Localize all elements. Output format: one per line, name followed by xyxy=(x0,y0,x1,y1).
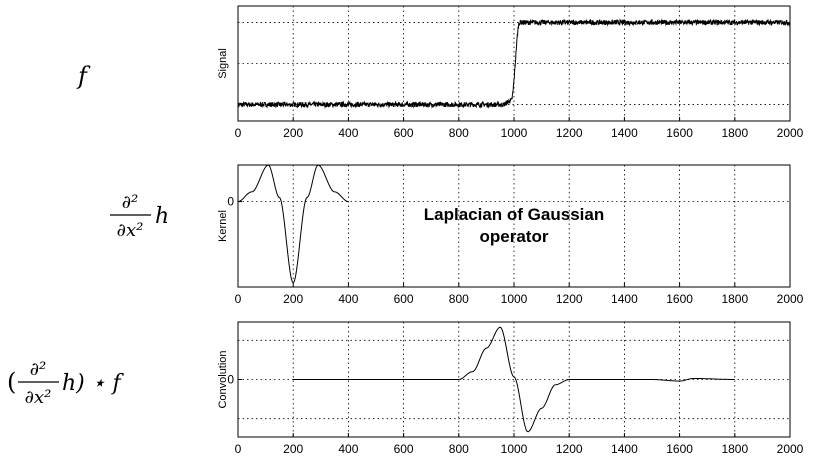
y-tick-label: 0 xyxy=(227,195,234,209)
y-axis-label-kernel: Kernel xyxy=(217,210,229,242)
x-tick-label: 1400 xyxy=(611,442,638,456)
series-line-signal xyxy=(237,18,791,109)
x-tick-label: 1800 xyxy=(721,442,748,456)
x-tick-label: 600 xyxy=(394,126,414,140)
x-tick-label: 1200 xyxy=(556,292,583,306)
y-axis-label-signal: Signal xyxy=(217,48,229,79)
formula-conv-denominator: ∂x² xyxy=(25,387,52,408)
x-tick-label: 2000 xyxy=(777,292,804,306)
x-tick-label: 1200 xyxy=(556,442,583,456)
series-line-convolution xyxy=(293,326,735,433)
x-tick-label: 600 xyxy=(394,442,414,456)
panel-signal: 0 200 400 600 800 1000 1200 1400 1600 1800 2000 Sig… xyxy=(217,5,804,140)
x-tick-label: 1800 xyxy=(721,292,748,306)
x-tick-label: 600 xyxy=(394,292,414,306)
formula-kernel: ∂² ∂x² h xyxy=(110,192,169,241)
formula-kernel-numerator: ∂² xyxy=(122,192,139,213)
formula-signal: f xyxy=(76,62,91,90)
formula-kernel-var: h xyxy=(155,204,169,229)
x-tick-label: 400 xyxy=(338,292,358,306)
x-tick-label: 1200 xyxy=(556,126,583,140)
x-tick-label: 200 xyxy=(283,126,303,140)
x-tick-label: 1600 xyxy=(666,442,693,456)
x-tick-label: 1800 xyxy=(721,126,748,140)
y-tick-label: 0 xyxy=(227,373,234,387)
x-tick-label: 200 xyxy=(283,292,303,306)
x-tick-label: 0 xyxy=(235,126,242,140)
x-tick-label: 800 xyxy=(449,442,469,456)
x-tick-label: 1600 xyxy=(666,126,693,140)
x-tick-label: 1600 xyxy=(666,292,693,306)
x-tick-label: 1000 xyxy=(501,292,528,306)
x-tick-label: 800 xyxy=(449,126,469,140)
x-tick-label: 400 xyxy=(338,442,358,456)
y-axis-label-convolution: Convolution xyxy=(217,350,229,408)
x-tick-label: 2000 xyxy=(777,126,804,140)
annotation-line: Laplacian of Gaussian xyxy=(424,205,604,224)
x-tick-label: 200 xyxy=(283,442,303,456)
formula-kernel-denominator: ∂x² xyxy=(117,220,144,241)
formula-conv-open: ( xyxy=(7,368,16,396)
formula-conv-close: h) ⋆ f xyxy=(62,371,125,396)
x-tick-label: 1000 xyxy=(501,442,528,456)
x-tick-label: 400 xyxy=(338,126,358,140)
x-tick-label: 800 xyxy=(449,292,469,306)
series-line-kernel xyxy=(237,164,349,284)
panel-kernel: 0 200 400 600 800 1000 1200 1400 1600 1800 20000Ke… xyxy=(217,164,804,306)
formula-convolution: ( ∂² ∂x² h) ⋆ f xyxy=(7,359,125,408)
formula-conv-numerator: ∂² xyxy=(30,359,47,380)
annotation-line: operator xyxy=(480,227,549,246)
x-tick-label: 0 xyxy=(235,442,242,456)
x-tick-label: 2000 xyxy=(777,442,804,456)
panel-convolution: 0 200 400 600 800 1000 1200 1400 1600 1800 20000Co… xyxy=(217,321,804,456)
x-tick-label: 1400 xyxy=(611,292,638,306)
x-tick-label: 0 xyxy=(235,292,242,306)
x-tick-label: 1000 xyxy=(501,126,528,140)
x-tick-label: 1400 xyxy=(611,126,638,140)
